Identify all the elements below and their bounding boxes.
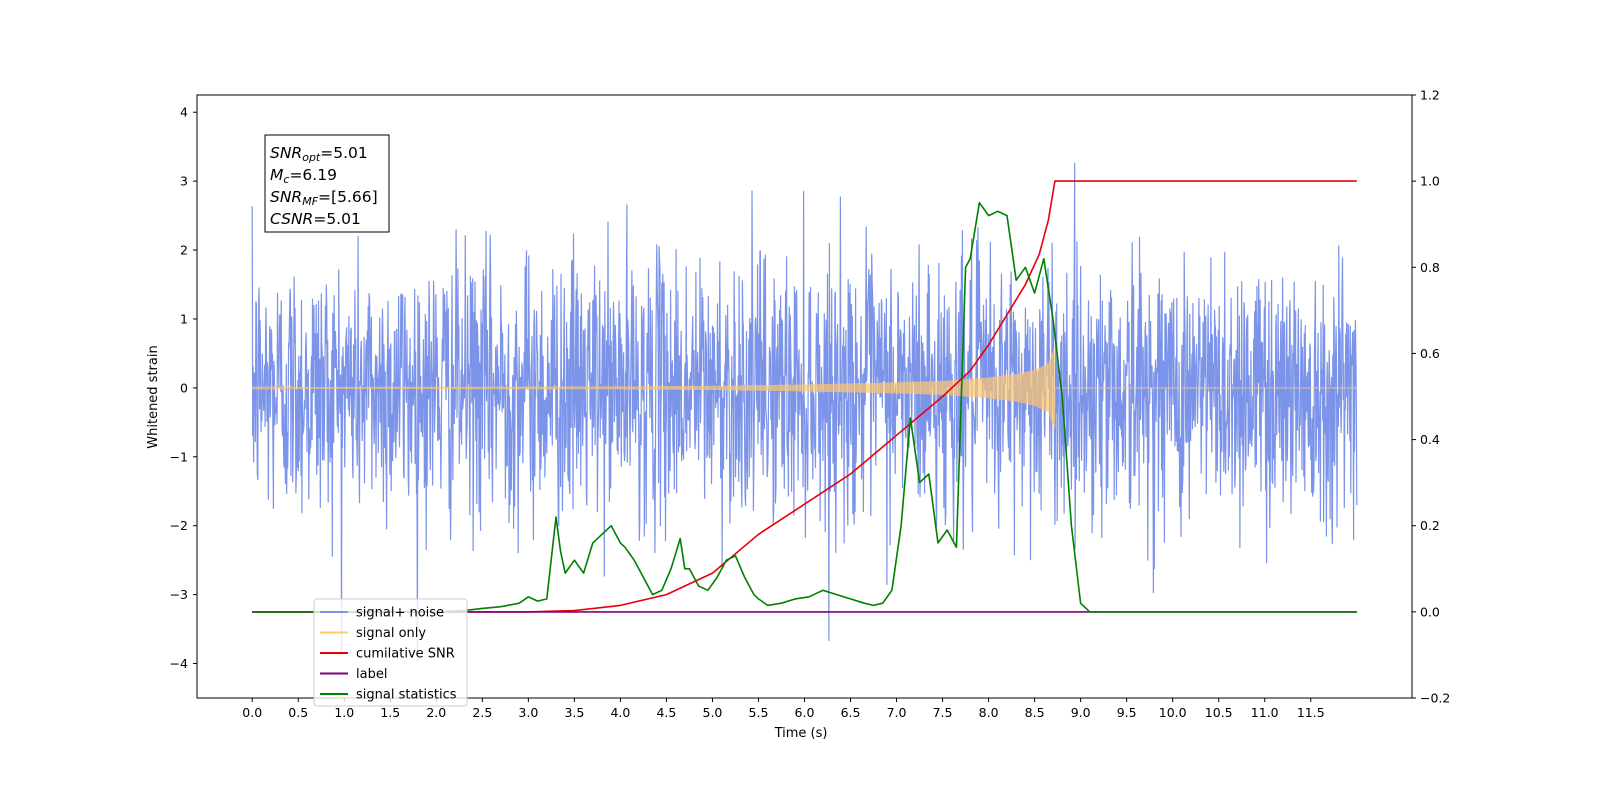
x-tick-label: 8.5: [1025, 705, 1045, 720]
x-tick-label: 9.0: [1071, 705, 1091, 720]
x-axis: 0.0 0.5 1.0 1.5 2.0 2.5 3.0 3.5 4.0 4.5 5.0 5.5 6.0 6…: [242, 698, 1325, 720]
legend: signal+ noise signal only cumilative SNR la…: [313, 598, 468, 707]
y-tick-label: −3: [170, 587, 188, 602]
x-tick-label: 5.5: [749, 705, 769, 720]
x-tick-label: 10.5: [1205, 705, 1233, 720]
x-tick-label: 3.5: [564, 705, 584, 720]
y2-tick-label: −0.2: [1420, 691, 1450, 706]
y-tick-label: −1: [170, 449, 188, 464]
y-tick-label: 4: [180, 105, 188, 120]
x-tick-label: 8.0: [979, 705, 999, 720]
signal-statistics-line: [252, 201, 1357, 613]
y-axis-left: 4 3 2 1 0 −1 −2 −3 −4: [170, 105, 197, 671]
annotation-line: Mc=6.19: [270, 166, 337, 186]
x-tick-label: 7.0: [887, 705, 907, 720]
legend-label-signal-statistics: signal statistics: [356, 688, 457, 703]
y-tick-label: 1: [180, 311, 188, 326]
legend-label-signal-only: signal only: [356, 626, 426, 641]
legend-label-signal-noise: signal+ noise: [356, 606, 444, 621]
y2-tick-label: 1.0: [1420, 174, 1440, 189]
x-tick-label: 1.0: [334, 705, 354, 720]
y-tick-label: −2: [170, 518, 188, 533]
x-tick-label: 5.0: [703, 705, 723, 720]
y-axis-right: 1.2 1.0 0.8 0.6 0.4 0.2 0.0 −0.2: [1412, 88, 1450, 706]
x-tick-label: 11.5: [1297, 705, 1325, 720]
y2-tick-label: 0.2: [1420, 518, 1440, 533]
x-tick-label: 6.5: [841, 705, 861, 720]
x-tick-label: 10.0: [1159, 705, 1187, 720]
x-tick-label: 6.0: [795, 705, 815, 720]
x-tick-label: 4.5: [656, 705, 676, 720]
x-tick-label: 0.0: [242, 705, 262, 720]
annotation-line: SNRMF=[5.66]: [270, 188, 378, 208]
y-tick-label: 2: [180, 243, 188, 258]
y-tick-label: −4: [170, 656, 188, 671]
annotation-frame: [264, 134, 390, 233]
annotation-line: SNRopt=5.01: [270, 144, 368, 164]
cumilative-snr-line: [252, 180, 1357, 613]
y2-tick-label: 0.0: [1420, 604, 1440, 619]
x-tick-label: 1.5: [380, 705, 400, 720]
y2-tick-label: 0.4: [1420, 432, 1440, 447]
y2-tick-label: 0.8: [1420, 260, 1440, 275]
x-tick-label: 4.0: [610, 705, 630, 720]
x-tick-label: 9.5: [1117, 705, 1137, 720]
y-axis-label: Whitened strain: [146, 345, 161, 448]
signal-noise-line: [251, 162, 1358, 663]
y2-tick-label: 1.2: [1420, 88, 1440, 103]
signal-only-line: [251, 348, 1357, 429]
legend-label-cumilative-snr: cumilative SNR: [356, 647, 455, 662]
x-tick-label: 0.5: [288, 705, 308, 720]
x-tick-label: 7.5: [933, 705, 953, 720]
legend-label-label: label: [356, 667, 387, 682]
y-tick-label: 3: [180, 174, 188, 189]
x-axis-label: Time (s): [774, 726, 828, 741]
y2-tick-label: 0.6: [1420, 346, 1440, 361]
x-tick-label: 11.0: [1251, 705, 1279, 720]
x-tick-label: 3.0: [518, 705, 538, 720]
x-tick-label: 2.5: [472, 705, 492, 720]
y-tick-label: 0: [180, 380, 188, 395]
x-tick-label: 2.0: [426, 705, 446, 720]
annotation-line: CSNR=5.01: [270, 210, 361, 228]
legend-frame: [313, 598, 468, 707]
